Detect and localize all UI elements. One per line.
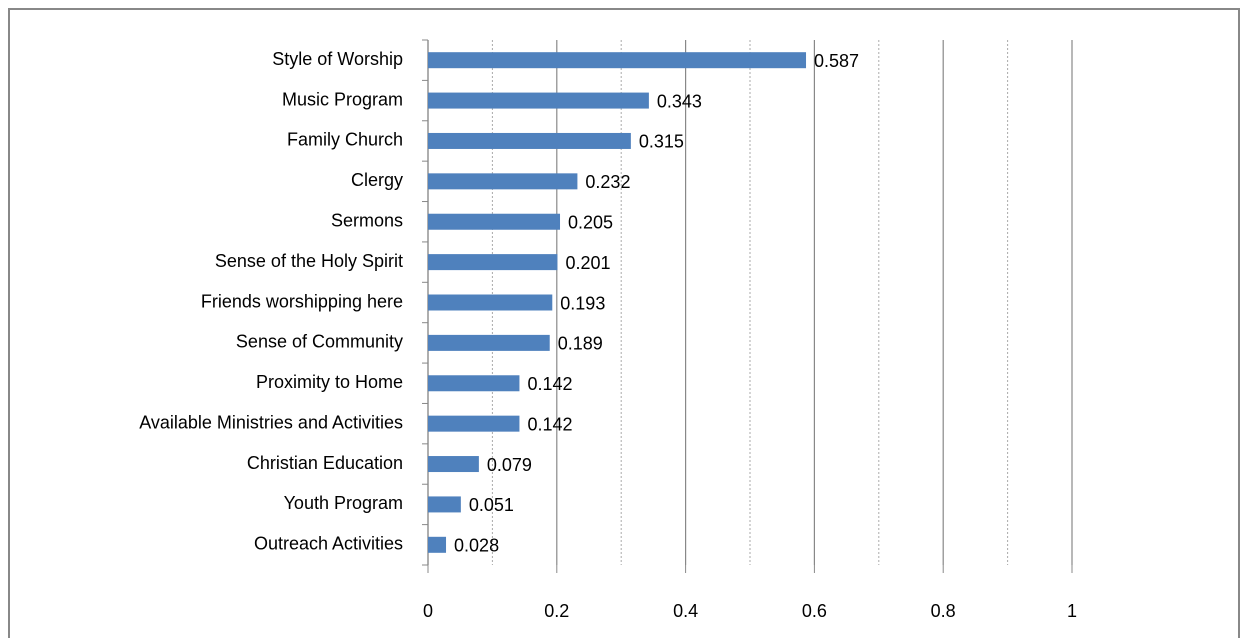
y-tick-label: Family Church <box>287 130 403 150</box>
bar <box>428 294 553 311</box>
bar <box>428 52 807 69</box>
value-label: 0.193 <box>560 293 605 313</box>
bar <box>428 456 479 473</box>
x-tick-label: 0.8 <box>931 601 956 621</box>
y-tick-label: Clergy <box>351 170 403 190</box>
bar <box>428 536 447 553</box>
x-tick-label: 0.4 <box>673 601 698 621</box>
y-tick-label: Style of Worship <box>272 49 403 69</box>
bar <box>428 415 520 432</box>
value-label: 0.232 <box>585 172 630 192</box>
x-tick-label: 0 <box>423 601 433 621</box>
bar <box>428 334 550 351</box>
y-tick-label: Sense of Community <box>236 332 403 352</box>
value-label: 0.189 <box>558 334 603 354</box>
bar <box>428 213 561 230</box>
value-label: 0.142 <box>527 414 572 434</box>
value-label: 0.028 <box>454 536 499 556</box>
y-tick-label: Sense of the Holy Spirit <box>215 251 403 271</box>
y-tick-label: Proximity to Home <box>256 372 403 392</box>
y-tick-label: Sermons <box>331 210 403 230</box>
value-label: 0.142 <box>527 374 572 394</box>
value-label: 0.205 <box>568 212 613 232</box>
x-tick-label: 1 <box>1067 601 1077 621</box>
value-label: 0.343 <box>657 91 702 111</box>
x-tick-label: 0.6 <box>802 601 827 621</box>
y-tick-label: Christian Education <box>247 453 403 473</box>
y-tick-label: Outreach Activities <box>254 534 403 554</box>
bar <box>428 254 558 271</box>
bar <box>428 173 578 190</box>
chart-frame <box>8 8 1240 638</box>
bar <box>428 496 461 513</box>
value-label: 0.079 <box>487 455 532 475</box>
bar <box>428 375 520 392</box>
bar <box>428 132 631 149</box>
value-label: 0.051 <box>469 495 514 515</box>
value-label: 0.315 <box>639 132 684 152</box>
y-tick-label: Friends worshipping here <box>201 291 403 311</box>
y-tick-label: Available Ministries and Activities <box>139 412 403 432</box>
value-label: 0.587 <box>814 51 859 71</box>
y-tick-label: Music Program <box>282 89 403 109</box>
bar <box>428 92 649 109</box>
value-label: 0.201 <box>565 253 610 273</box>
x-tick-label: 0.2 <box>544 601 569 621</box>
y-tick-label: Youth Program <box>284 493 403 513</box>
